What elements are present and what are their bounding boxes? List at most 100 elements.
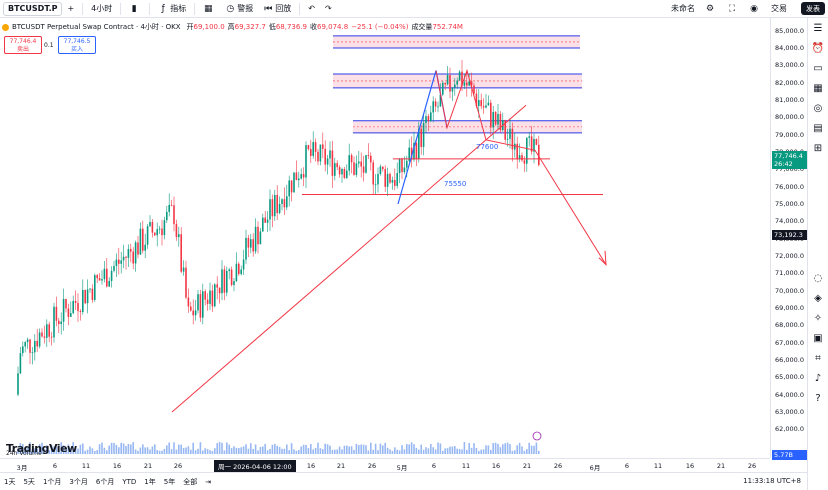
- candle-body: [348, 155, 350, 171]
- price-chart-canvas[interactable]: 77600 75550: [0, 18, 770, 458]
- settings-button[interactable]: ⚙: [700, 0, 722, 18]
- candle-body: [34, 340, 36, 353]
- candle-body: [384, 169, 386, 187]
- undo-button[interactable]: ↶: [308, 4, 315, 13]
- candle-body: [286, 196, 288, 208]
- countdown-timer: 26:42: [774, 160, 793, 169]
- price-tick-label: 83,000.0: [775, 61, 804, 70]
- candle-body: [283, 199, 286, 208]
- price-tick-label: 74,000.0: [775, 217, 804, 226]
- volume-bar: [276, 445, 278, 454]
- candle-body: [290, 180, 293, 193]
- volume-bar: [178, 444, 180, 454]
- news-icon[interactable]: ▤: [813, 122, 823, 134]
- buy-button[interactable]: 77,746.5 买入: [58, 36, 96, 54]
- help-icon[interactable]: ?: [815, 392, 821, 404]
- compass-icon[interactable]: ✧: [813, 312, 823, 324]
- volume-bar: [523, 450, 526, 454]
- candle-body: [526, 137, 528, 164]
- user-drawings[interactable]: [171, 68, 607, 441]
- date-range-icon[interactable]: ⇥: [205, 477, 212, 486]
- bell-icon[interactable]: ♪: [814, 372, 822, 384]
- range-3m[interactable]: 3个月: [69, 477, 88, 486]
- ideas-icon[interactable]: ◎: [813, 102, 823, 114]
- sell-button[interactable]: 77,746.4 卖出: [4, 36, 42, 54]
- range-6m[interactable]: 6个月: [95, 477, 115, 486]
- volume-bar: [286, 444, 288, 454]
- hotlist-icon[interactable]: ▣: [813, 332, 823, 344]
- candle-body: [432, 101, 434, 113]
- fullscreen-button[interactable]: ⛶: [722, 0, 744, 18]
- chat-icon[interactable]: ▭: [813, 62, 823, 74]
- trade-button[interactable]: 交易: [771, 4, 787, 13]
- candle-body: [180, 234, 182, 272]
- screener-icon[interactable]: ◈: [814, 292, 822, 304]
- volume-key: 成交量: [411, 23, 433, 31]
- alerts-icon[interactable]: ⏰: [811, 42, 825, 54]
- volume-bar: [55, 447, 58, 454]
- symbol-search-button[interactable]: BTCUSDT.P: [3, 1, 63, 16]
- volume-bar: [29, 442, 31, 454]
- volume-bar: [202, 450, 204, 454]
- volume-bar: [65, 447, 67, 454]
- candle-body: [79, 311, 82, 313]
- layout-button[interactable]: ▦: [198, 0, 220, 18]
- volume-bar: [211, 450, 214, 454]
- resistance-zone: [333, 35, 580, 48]
- candle-body: [264, 217, 266, 223]
- sell-price: 77,746.4: [9, 38, 37, 45]
- range-ytd[interactable]: YTD: [122, 477, 137, 486]
- watchlist-icon[interactable]: ☰: [813, 22, 823, 34]
- layout-name-button[interactable]: 未命名: [671, 4, 695, 13]
- volume-bar: [533, 445, 535, 454]
- volume-bar: [516, 445, 518, 454]
- range-5d[interactable]: 5天: [23, 477, 35, 486]
- volume-bar: [79, 444, 82, 454]
- price-axis[interactable]: 85,000.0 84,000.0 83,000.0 82,000.0 81,000.0…: [770, 18, 807, 460]
- alert-button[interactable]: ◷ 警报: [220, 0, 258, 18]
- interval-button[interactable]: 4小时: [91, 4, 113, 13]
- data-window-icon[interactable]: ⊞: [813, 142, 823, 154]
- replay-button[interactable]: ⏮ 回放: [258, 0, 296, 18]
- snapshot-button[interactable]: ◉: [744, 0, 766, 18]
- legend-title[interactable]: BTCUSDT Perpetual Swap Contract · 4小时 · …: [12, 23, 181, 31]
- volume-bar: [499, 447, 502, 454]
- calendar-icon[interactable]: ▦: [813, 82, 823, 94]
- volume-bar: [377, 450, 379, 454]
- candle-body: [158, 228, 161, 230]
- notifications-icon[interactable]: ◌: [813, 272, 823, 284]
- volume-bar: [259, 446, 262, 454]
- range-1y[interactable]: 1年: [144, 477, 156, 486]
- candle-body: [108, 280, 110, 287]
- add-symbol-icon[interactable]: +: [67, 4, 75, 13]
- candle-body: [427, 116, 430, 121]
- pine-editor-icon[interactable]: ⌗: [815, 352, 821, 364]
- candle-body: [96, 275, 98, 279]
- candle-body: [523, 160, 526, 164]
- candle-body: [307, 145, 310, 150]
- candle-body: [394, 179, 396, 186]
- candle-body: [422, 122, 425, 147]
- utc-clock[interactable]: 11:33:18 UTC+8: [743, 477, 801, 485]
- volume-bar: [228, 444, 230, 454]
- candle-body: [192, 310, 194, 316]
- volume-bar: [130, 444, 132, 454]
- range-all[interactable]: 全部: [183, 477, 198, 486]
- chart-type-button[interactable]: ▮: [124, 0, 146, 18]
- replay-label: 回放: [275, 4, 292, 13]
- redo-button[interactable]: ↷: [324, 4, 332, 13]
- volume-bar: [494, 442, 497, 454]
- volume-tag: 5.77B: [772, 450, 807, 460]
- range-5y[interactable]: 5年: [163, 477, 176, 486]
- publish-button[interactable]: 发表: [801, 2, 825, 15]
- candle-body: [151, 222, 154, 233]
- candle-body: [490, 102, 492, 128]
- candle-body: [425, 116, 427, 123]
- range-1d[interactable]: 1天: [4, 477, 16, 486]
- time-axis[interactable]: 3月 6 11 16 21 26 16 21 26 5月 6 11 16 21 26 6月 6 11 16 21 26 周…: [0, 458, 770, 472]
- volume-bar: [310, 444, 312, 454]
- indicators-button[interactable]: ƒ 指标: [153, 0, 191, 18]
- candle-body: [518, 155, 521, 160]
- range-1m[interactable]: 1个月: [42, 477, 62, 486]
- candle-body: [504, 119, 506, 140]
